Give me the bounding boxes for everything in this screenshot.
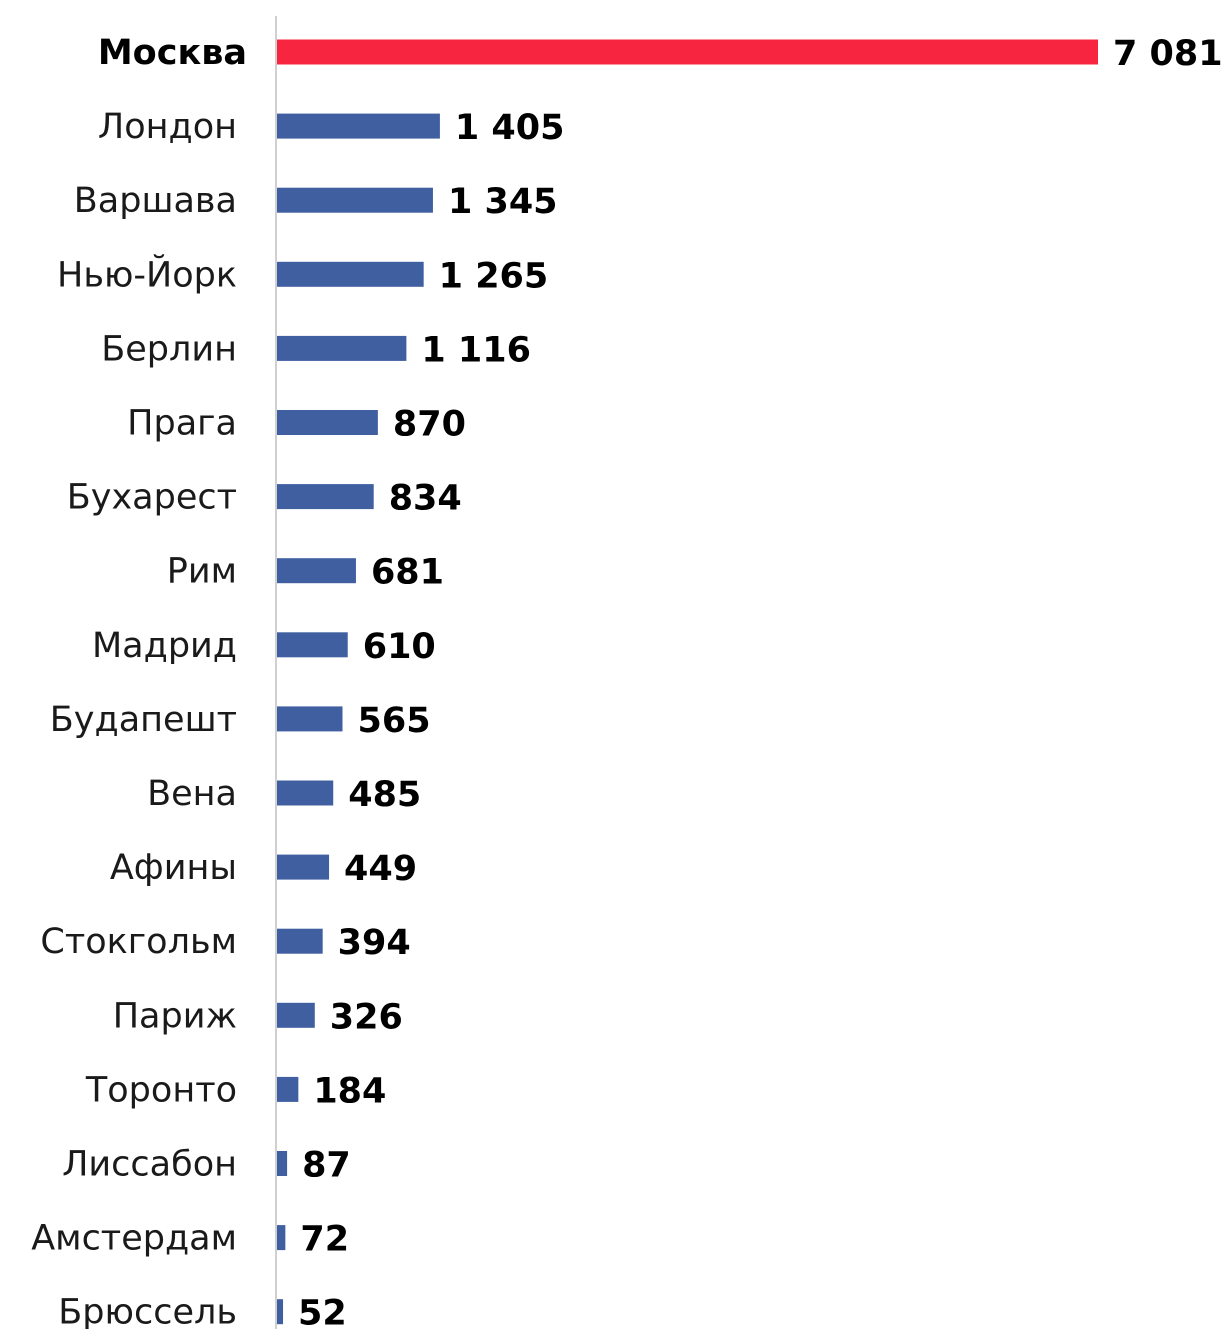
value-label: 681 [371,553,444,593]
category-label: Бухарест [67,478,237,518]
value-label: 326 [330,997,403,1037]
value-label: 1 405 [455,108,565,148]
category-label: Париж [113,996,237,1036]
bar [277,1076,299,1102]
category-label: Берлин [101,329,237,369]
category-label: Вена [147,774,237,814]
bar [277,113,440,139]
category-label: Лондон [98,107,237,147]
bar [277,706,343,732]
value-label: 870 [393,405,466,445]
bar [277,1151,288,1176]
value-label: 1 345 [448,182,558,222]
bar [277,484,374,510]
bar [277,187,433,213]
bar [277,261,424,287]
category-label: Торонто [85,1070,237,1110]
bar [277,410,378,435]
value-label: 1 116 [421,330,531,370]
category-label: Нью-Йорк [57,253,237,295]
category-label: Амстердам [31,1219,237,1259]
category-label: Рим [167,552,237,592]
bar [277,632,348,658]
bar [277,780,334,806]
value-label: 449 [344,849,417,889]
value-label: 52 [298,1294,347,1329]
value-label: 565 [358,701,431,741]
value-label: 184 [313,1071,386,1111]
bar [277,928,323,954]
value-label: 394 [338,923,411,963]
value-label: 1 265 [439,256,549,296]
category-label: Мадрид [92,626,237,666]
value-label: 834 [389,479,462,519]
value-label: 72 [300,1220,349,1260]
category-label: Афины [110,848,237,888]
bar [277,1299,284,1325]
bar [277,854,330,880]
bar-highlight [277,39,1098,65]
category-label: Лиссабон [62,1145,237,1185]
value-label: 485 [348,775,421,815]
category-label: Стокгольм [40,922,237,962]
bar [277,1002,315,1028]
value-label: 87 [302,1146,351,1186]
category-label: Прага [127,404,237,444]
bar [277,558,356,584]
value-label: 7 081 [1113,34,1223,74]
category-label: Варшава [74,181,237,221]
value-label: 610 [363,627,436,667]
category-label: Брюссель [58,1293,237,1329]
category-label: Москва [98,33,247,73]
category-label: Будапешт [50,700,237,740]
bar [277,1225,286,1251]
bar [277,335,407,361]
